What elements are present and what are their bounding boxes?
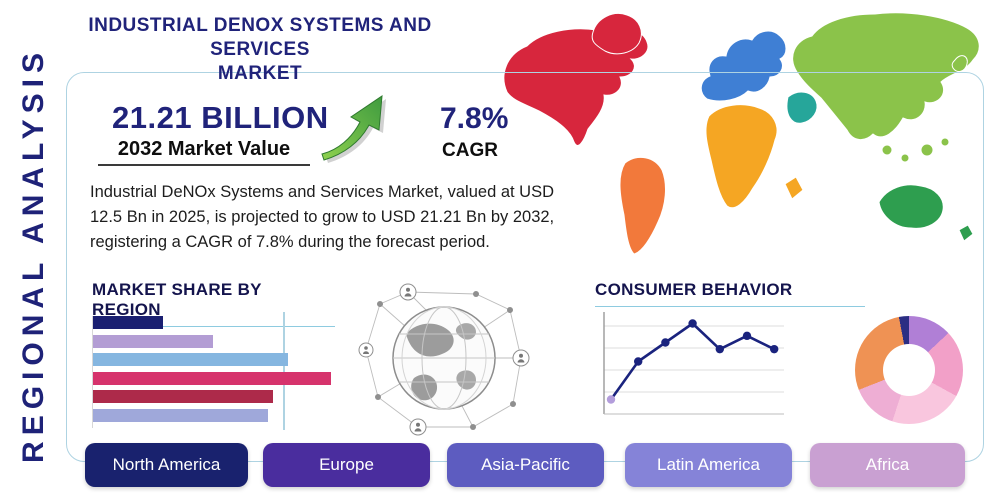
- regional-analysis-label: REGIONAL ANALYSIS: [17, 47, 50, 463]
- consumer-behavior-line-chart: [603, 312, 784, 415]
- map-island: [900, 153, 910, 163]
- map-island: [881, 144, 893, 156]
- globe-network-graphic: [358, 283, 530, 436]
- market-description: Industrial DeNOx Systems and Services Ma…: [90, 183, 555, 251]
- data-point: [742, 331, 752, 341]
- data-point: [634, 357, 643, 366]
- bar-segment: [93, 353, 288, 366]
- page-title-line2: MARKET: [217, 62, 303, 84]
- region-button-north-america[interactable]: North America: [85, 443, 248, 487]
- page-title-line1: INDUSTRIAL DENOX SYSTEMS AND SERVICES: [88, 15, 432, 60]
- region-button-africa[interactable]: Africa: [810, 443, 965, 487]
- bar-segment: [93, 371, 331, 385]
- donut-hole: [883, 344, 935, 396]
- consumer-behavior-heading: CONSUMER BEHAVIOR: [595, 280, 865, 307]
- map-middle-east: [786, 91, 818, 124]
- map-south-america: [619, 156, 666, 255]
- map-island: [940, 137, 950, 147]
- world-map-graphic: [503, 12, 980, 255]
- page-title: INDUSTRIAL DENOX SYSTEMS AND SERVICES MA…: [40, 14, 480, 85]
- map-europe: [700, 30, 787, 102]
- data-point: [606, 395, 616, 404]
- map-island: [920, 143, 934, 157]
- map-greenland: [591, 13, 642, 55]
- bar-segment: [93, 334, 213, 348]
- market-share-bar-chart: [92, 312, 343, 430]
- regional-donut-chart: [855, 316, 963, 424]
- map-japan: [951, 55, 968, 72]
- market-value-caption: 2032 Market Value: [98, 138, 310, 166]
- bar-chart-gridline: [283, 312, 285, 430]
- growth-arrow-icon: [321, 94, 386, 163]
- data-point: [688, 319, 697, 328]
- region-button-asia-pacific[interactable]: Asia-Pacific: [447, 443, 604, 487]
- map-north-america: [503, 27, 649, 146]
- data-point: [770, 344, 779, 354]
- region-button-europe[interactable]: Europe: [263, 443, 430, 487]
- person-node-icon: [358, 283, 530, 436]
- bar-segment: [93, 408, 268, 422]
- cagr-caption: CAGR: [442, 140, 498, 161]
- map-asia: [792, 12, 980, 140]
- region-button-latin-america[interactable]: Latin America: [625, 443, 792, 487]
- market-share-heading: MARKET SHARE BY REGION: [92, 280, 335, 327]
- map-madagascar: [784, 176, 804, 200]
- bar-segment: [93, 316, 163, 329]
- bar-segment: [93, 390, 273, 403]
- map-australia: [878, 184, 944, 229]
- market-value-figure: 21.21 BILLION: [112, 100, 329, 135]
- data-point: [715, 344, 724, 354]
- data-point: [661, 338, 670, 347]
- map-africa: [705, 104, 778, 209]
- regional-analysis-sidebar: REGIONAL ANALYSIS: [0, 47, 68, 463]
- map-new-zealand: [958, 224, 974, 242]
- cagr-figure: 7.8%: [440, 102, 509, 135]
